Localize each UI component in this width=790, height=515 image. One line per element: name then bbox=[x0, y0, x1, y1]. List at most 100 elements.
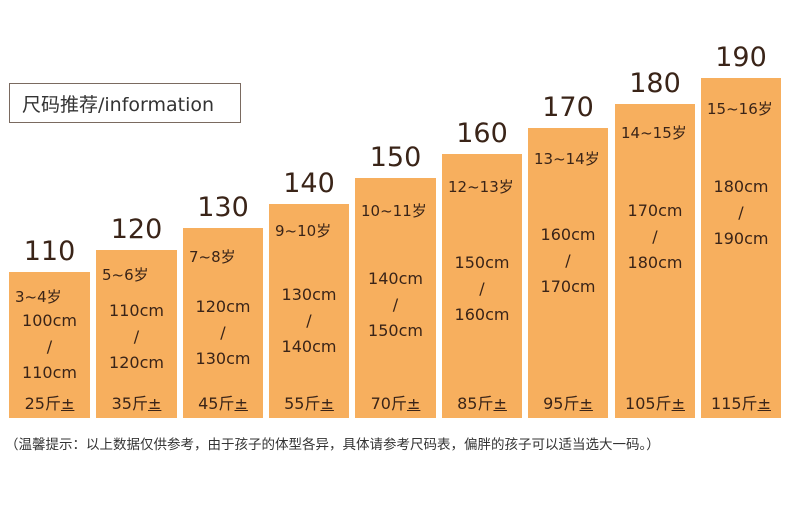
plus-minus: ± bbox=[579, 394, 593, 413]
height-range: 150cm / 160cm bbox=[442, 250, 522, 328]
height-min: 140cm bbox=[368, 269, 423, 288]
age-range: 15~16岁 bbox=[707, 100, 773, 118]
size-bar: 9~10岁 130cm / 140cm 55斤± bbox=[269, 204, 349, 418]
plus-minus: ± bbox=[60, 394, 75, 413]
weight-value: 95斤 bbox=[543, 394, 580, 413]
height-range: 180cm / 190cm bbox=[701, 174, 781, 252]
weight-label: 85斤± bbox=[442, 390, 522, 414]
size-label: 150 bbox=[369, 142, 422, 173]
height-max: 190cm bbox=[713, 229, 769, 248]
height-min: 150cm bbox=[454, 253, 510, 272]
weight-value: 55斤 bbox=[284, 394, 321, 413]
height-separator: / bbox=[565, 251, 571, 270]
size-label: 140 bbox=[283, 168, 335, 199]
size-label: 110 bbox=[23, 236, 76, 267]
age-range: 13~14岁 bbox=[534, 150, 600, 168]
weight-value: 105斤 bbox=[625, 394, 672, 413]
plus-minus: ± bbox=[406, 394, 421, 413]
height-max: 140cm bbox=[281, 337, 337, 356]
height-min: 180cm bbox=[713, 177, 769, 196]
size-bar: 10~11岁 140cm / 150cm 70斤± bbox=[355, 178, 436, 418]
size-column-170: 170 13~14岁 160cm / 170cm 95斤± bbox=[528, 0, 608, 420]
size-advice-footnote: （温馨提示：以上数据仅供参考，由于孩子的体型各异，具体请参考尺码表，偏胖的孩子可… bbox=[5, 437, 660, 453]
size-bar: 7~8岁 120cm / 130cm 45斤± bbox=[183, 228, 263, 418]
size-label: 130 bbox=[197, 192, 249, 223]
size-column-150: 150 10~11岁 140cm / 150cm 70斤± bbox=[355, 0, 436, 420]
size-bar: 5~6岁 110cm / 120cm 35斤± bbox=[96, 250, 177, 418]
height-range: 170cm / 180cm bbox=[615, 198, 695, 276]
age-range: 14~15岁 bbox=[621, 124, 687, 142]
size-bar: 3~4岁 100cm / 110cm 25斤± bbox=[9, 272, 90, 418]
size-column-140: 140 9~10岁 130cm / 140cm 55斤± bbox=[269, 0, 349, 420]
height-range: 100cm / 110cm bbox=[9, 308, 90, 386]
size-column-190: 190 15~16岁 180cm / 190cm 115斤± bbox=[701, 0, 781, 420]
size-bar: 14~15岁 170cm / 180cm 105斤± bbox=[615, 104, 695, 418]
plus-minus: ± bbox=[234, 394, 248, 413]
weight-label: 70斤± bbox=[355, 390, 436, 414]
plus-minus: ± bbox=[671, 394, 685, 413]
weight-value: 70斤 bbox=[370, 394, 407, 413]
height-separator: / bbox=[479, 279, 485, 298]
height-min: 120cm bbox=[195, 297, 251, 316]
weight-value: 25斤 bbox=[24, 394, 61, 413]
age-range: 5~6岁 bbox=[102, 266, 149, 284]
age-range: 10~11岁 bbox=[361, 202, 427, 220]
height-range: 120cm / 130cm bbox=[183, 294, 263, 372]
age-range: 3~4岁 bbox=[15, 288, 62, 306]
weight-label: 105斤± bbox=[615, 390, 695, 414]
height-separator: / bbox=[738, 203, 744, 222]
height-separator: / bbox=[46, 337, 53, 356]
height-range: 110cm / 120cm bbox=[96, 298, 177, 376]
height-range: 130cm / 140cm bbox=[269, 282, 349, 360]
height-max: 130cm bbox=[195, 349, 251, 368]
size-column-160: 160 12~13岁 150cm / 160cm 85斤± bbox=[442, 0, 522, 420]
plus-minus: ± bbox=[493, 394, 507, 413]
age-range: 9~10岁 bbox=[275, 222, 332, 240]
size-bar: 13~14岁 160cm / 170cm 95斤± bbox=[528, 128, 608, 418]
plus-minus: ± bbox=[757, 394, 771, 413]
height-max: 120cm bbox=[109, 353, 164, 372]
weight-label: 35斤± bbox=[96, 390, 177, 414]
size-column-110: 110 3~4岁 100cm / 110cm 25斤± bbox=[9, 0, 90, 420]
size-column-120: 120 5~6岁 110cm / 120cm 35斤± bbox=[96, 0, 177, 420]
size-label: 120 bbox=[110, 214, 163, 245]
header-title-box: 尺码推荐/information bbox=[9, 83, 241, 123]
header-title: 尺码推荐/information bbox=[22, 93, 215, 116]
size-label: 180 bbox=[629, 68, 681, 99]
height-separator: / bbox=[392, 295, 399, 314]
size-bar: 15~16岁 180cm / 190cm 115斤± bbox=[701, 78, 781, 418]
height-separator: / bbox=[306, 311, 312, 330]
height-min: 110cm bbox=[109, 301, 164, 320]
height-min: 160cm bbox=[540, 225, 596, 244]
height-min: 100cm bbox=[22, 311, 77, 330]
weight-label: 115斤± bbox=[701, 390, 781, 414]
size-label: 160 bbox=[456, 118, 508, 149]
weight-label: 55斤± bbox=[269, 390, 349, 414]
height-range: 140cm / 150cm bbox=[355, 266, 436, 344]
height-max: 170cm bbox=[540, 277, 596, 296]
weight-label: 45斤± bbox=[183, 390, 263, 414]
height-max: 110cm bbox=[22, 363, 77, 382]
height-separator: / bbox=[133, 327, 140, 346]
size-column-180: 180 14~15岁 170cm / 180cm 105斤± bbox=[615, 0, 695, 420]
weight-value: 85斤 bbox=[457, 394, 494, 413]
weight-label: 95斤± bbox=[528, 390, 608, 414]
weight-value: 45斤 bbox=[198, 394, 235, 413]
weight-value: 115斤 bbox=[711, 394, 758, 413]
height-min: 170cm bbox=[627, 201, 683, 220]
plus-minus: ± bbox=[320, 394, 334, 413]
size-column-130: 130 7~8岁 120cm / 130cm 45斤± bbox=[183, 0, 263, 420]
height-min: 130cm bbox=[281, 285, 337, 304]
size-label: 170 bbox=[542, 92, 594, 123]
height-range: 160cm / 170cm bbox=[528, 222, 608, 300]
height-max: 180cm bbox=[627, 253, 683, 272]
height-separator: / bbox=[220, 323, 226, 342]
size-bar: 12~13岁 150cm / 160cm 85斤± bbox=[442, 154, 522, 418]
size-label: 190 bbox=[715, 42, 767, 73]
height-separator: / bbox=[652, 227, 658, 246]
weight-value: 35斤 bbox=[111, 394, 148, 413]
age-range: 7~8岁 bbox=[189, 248, 236, 266]
plus-minus: ± bbox=[147, 394, 162, 413]
height-max: 160cm bbox=[454, 305, 510, 324]
weight-label: 25斤± bbox=[9, 390, 90, 414]
